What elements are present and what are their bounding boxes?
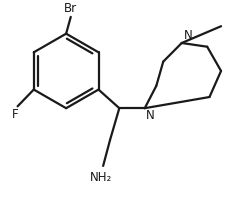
Text: N: N xyxy=(184,29,192,42)
Text: N: N xyxy=(146,109,155,122)
Text: F: F xyxy=(12,108,18,121)
Text: NH₂: NH₂ xyxy=(90,171,112,184)
Text: Br: Br xyxy=(64,2,77,15)
